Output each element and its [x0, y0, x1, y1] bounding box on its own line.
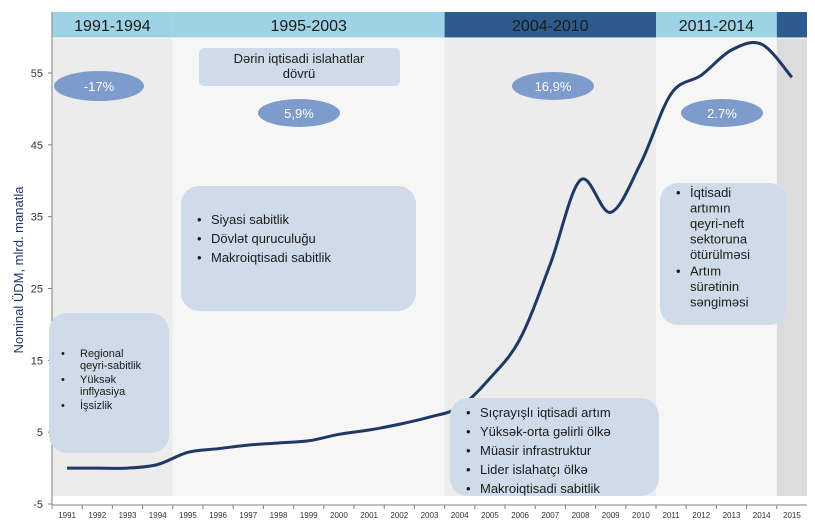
x-tick-label-6: 1997: [239, 511, 257, 520]
growth-label-0: -17%: [84, 79, 115, 94]
period-headers: 1991-1994 1995-2003 2004-2010 2011-2014: [52, 12, 807, 39]
x-tick-label-18: 2009: [602, 511, 620, 520]
series-line-0: [67, 41, 794, 470]
x-tick-label-16: 2007: [541, 511, 559, 520]
y-tick-label-5: 45: [31, 140, 43, 152]
note-item-2-1: Yüksək-orta gəlirli ölkə: [480, 424, 611, 439]
x-tick-label-5: 1996: [209, 511, 227, 520]
note-box-3: [660, 183, 787, 325]
x-tick-label-22: 2013: [723, 511, 741, 520]
x-tick-label-14: 2005: [481, 511, 499, 520]
y-tick-label-4: 35: [31, 212, 43, 224]
period-header-4: [776, 12, 807, 38]
x-tick-label-10: 2001: [360, 511, 378, 520]
note-box-0: [49, 313, 169, 453]
note-bullet-1-0: •: [197, 212, 202, 227]
x-tick-label-13: 2004: [451, 511, 469, 520]
note-item-2-4: Makroiqtisadi sabitlik: [480, 481, 600, 496]
note-bullet-1-1: •: [197, 231, 202, 246]
period-header-0: [52, 12, 173, 38]
growth-badge-0: [54, 71, 144, 101]
note-item-3-0: İqtisadi artımın qeyri-neft sektoruna ötürül…: [690, 185, 750, 262]
x-tick-label-4: 1995: [179, 511, 197, 520]
note-item-1-1: Dövlət quruculuğu: [211, 231, 316, 246]
series-layer: [67, 41, 794, 470]
x-tick-label-7: 1998: [270, 511, 288, 520]
x-tick-label-1: 1992: [88, 511, 106, 520]
period-header-2: [444, 12, 656, 38]
note-item-1-0: Siyasi sabitlik: [211, 212, 290, 227]
note-item-1-2: Makroiqtisadi sabitlik: [211, 250, 331, 265]
annotation-title-line-0: Dərin iqtisadi islahatlar: [234, 51, 365, 66]
note-item-0-2: İşsizlik: [80, 399, 113, 412]
note-item-0-1: Yüksək inflyasiya: [80, 374, 126, 398]
growth-badge-1: [258, 99, 340, 127]
x-tick-label-8: 1999: [300, 511, 318, 520]
note-item-2-0: Sıçrayışlı iqtisadi artım: [480, 405, 611, 420]
note-bullet-2-1: •: [466, 424, 471, 439]
x-tick-label-12: 2003: [421, 511, 439, 520]
x-tick-label-19: 2010: [632, 511, 650, 520]
x-tick-label-2: 1993: [119, 511, 137, 520]
note-bullet-1-2: •: [197, 250, 202, 265]
x-tick-label-15: 2006: [511, 511, 529, 520]
x-tick-label-11: 2002: [390, 511, 408, 520]
x-tick-label-0: 1991: [58, 511, 76, 520]
period-header-label-3: 2011-2014: [679, 18, 754, 35]
note-bullet-3-0: •: [676, 185, 681, 200]
growth-label-2: 16,9%: [535, 79, 572, 94]
note-item-0-0: Regional qeyri-sabitlik: [80, 348, 142, 372]
x-tick-label-20: 2011: [662, 511, 680, 520]
x-tick-label-24: 2015: [783, 511, 801, 520]
y-tick-label-6: 55: [31, 68, 43, 80]
y-tick-label-3: 25: [31, 284, 43, 296]
note-item-3-1: Artım sürətinin səngiməsi: [690, 264, 749, 310]
note-box-1: [181, 186, 416, 311]
growth-badge-3: [681, 99, 763, 127]
growth-badge-2: [512, 72, 594, 100]
note-bullet-0-1: •: [61, 374, 65, 386]
period-header-label-0: 1991-1994: [74, 18, 151, 35]
y-tick-label-1: 5: [37, 427, 43, 439]
x-tick-label-23: 2014: [753, 511, 771, 520]
note-bullet-2-3: •: [466, 462, 471, 477]
note-bullet-2-0: •: [466, 405, 471, 420]
note-item-2-2: Müasir infrastruktur: [480, 443, 592, 458]
note-bullet-3-1: •: [676, 264, 681, 279]
period-header-label-1: 1995-2003: [270, 18, 347, 35]
note-bullet-2-4: •: [466, 481, 471, 496]
y-axis-label: Nominal ÜDM, mlrd. manatla: [11, 186, 26, 354]
note-box-2: [450, 398, 659, 496]
period-header-3: [656, 12, 777, 38]
period-header-label-2: 2004-2010: [512, 18, 589, 35]
x-tick-label-9: 2000: [330, 511, 348, 520]
x-tick-label-21: 2012: [692, 511, 710, 520]
x-tick-label-17: 2008: [572, 511, 590, 520]
growth-label-3: 2.7%: [707, 106, 737, 121]
note-item-2-3: Lider islahatçı ölkə: [480, 462, 588, 477]
y-tick-label-0: -5: [33, 499, 43, 511]
annotation-title-box: [199, 48, 400, 86]
note-bullet-2-2: •: [466, 443, 471, 458]
x-tick-label-3: 1994: [149, 511, 167, 520]
growth-label-1: 5,9%: [284, 106, 314, 121]
note-bullet-0-2: •: [61, 400, 65, 412]
note-bullet-0-0: •: [61, 348, 65, 360]
y-tick-label-2: 15: [31, 355, 43, 367]
period-header-1: [172, 12, 445, 38]
annotation-title-line-1: dövrü: [283, 66, 316, 81]
